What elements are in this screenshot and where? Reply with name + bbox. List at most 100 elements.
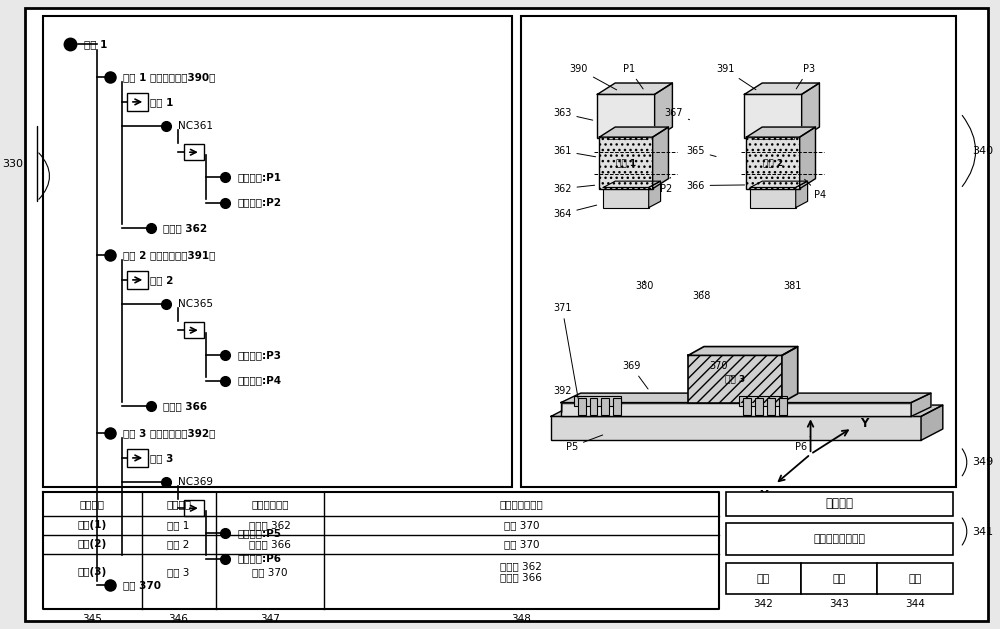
Polygon shape bbox=[800, 127, 815, 189]
Polygon shape bbox=[921, 405, 943, 440]
Text: 390: 390 bbox=[570, 64, 617, 90]
Bar bbox=[744, 94, 802, 138]
Text: 登记: 登记 bbox=[908, 574, 921, 584]
Text: 343: 343 bbox=[829, 599, 849, 610]
Bar bbox=[726, 492, 953, 516]
Bar bbox=[561, 403, 911, 416]
Text: 361: 361 bbox=[553, 146, 596, 157]
Text: 380: 380 bbox=[635, 281, 653, 291]
Bar bbox=[746, 137, 800, 189]
Text: 登记(3): 登记(3) bbox=[78, 567, 107, 577]
Bar bbox=[613, 398, 621, 415]
Text: 删除: 删除 bbox=[757, 574, 770, 584]
Bar bbox=[574, 396, 621, 406]
Text: 362: 362 bbox=[553, 184, 595, 194]
Text: P3: P3 bbox=[796, 64, 815, 89]
Text: 340: 340 bbox=[972, 146, 993, 156]
Text: 手指部 362: 手指部 362 bbox=[163, 223, 207, 233]
Bar bbox=[726, 523, 953, 555]
Polygon shape bbox=[653, 127, 668, 189]
Bar bbox=[754, 137, 794, 139]
Text: 366: 366 bbox=[686, 181, 745, 191]
Text: 330: 330 bbox=[2, 159, 23, 169]
Text: 上游位置:P5: 上游位置:P5 bbox=[237, 528, 281, 538]
Bar bbox=[599, 137, 653, 189]
Bar bbox=[755, 398, 763, 415]
Bar bbox=[801, 563, 877, 594]
Text: 364: 364 bbox=[553, 205, 597, 219]
Polygon shape bbox=[744, 83, 819, 94]
Text: 367: 367 bbox=[665, 108, 690, 120]
Text: X: X bbox=[760, 489, 769, 503]
Polygon shape bbox=[603, 181, 661, 187]
FancyBboxPatch shape bbox=[184, 144, 204, 160]
Polygon shape bbox=[649, 181, 661, 208]
Text: 370: 370 bbox=[709, 361, 733, 377]
Text: P1: P1 bbox=[623, 64, 643, 89]
Bar bbox=[743, 398, 751, 415]
FancyBboxPatch shape bbox=[127, 271, 148, 289]
Text: P4: P4 bbox=[805, 179, 827, 200]
Text: 381: 381 bbox=[783, 281, 801, 291]
Text: 345: 345 bbox=[82, 614, 102, 624]
Polygon shape bbox=[551, 405, 943, 416]
FancyBboxPatch shape bbox=[184, 322, 204, 338]
Text: 导杆 1: 导杆 1 bbox=[167, 520, 190, 530]
Text: NC365: NC365 bbox=[178, 299, 213, 309]
Text: 导杆 1: 导杆 1 bbox=[616, 159, 636, 167]
Text: 登记编号: 登记编号 bbox=[80, 499, 105, 509]
Text: 台架 370: 台架 370 bbox=[123, 580, 161, 590]
Bar bbox=[601, 398, 609, 415]
Polygon shape bbox=[597, 83, 672, 94]
Text: 导杆 3: 导杆 3 bbox=[167, 567, 190, 577]
Polygon shape bbox=[746, 127, 815, 137]
Text: 模拟检查: 模拟检查 bbox=[825, 498, 853, 510]
Text: 登记(1): 登记(1) bbox=[78, 520, 107, 530]
Polygon shape bbox=[796, 181, 808, 208]
Bar bbox=[750, 187, 796, 208]
Bar bbox=[521, 16, 956, 487]
Polygon shape bbox=[688, 347, 798, 355]
Bar bbox=[746, 137, 800, 189]
Text: 导杆 2: 导杆 2 bbox=[167, 539, 190, 549]
Bar bbox=[597, 94, 655, 138]
Text: 手指部 362
手指部 366: 手指部 362 手指部 366 bbox=[500, 561, 542, 582]
Text: 363: 363 bbox=[553, 108, 593, 120]
Bar bbox=[599, 137, 653, 189]
Text: 台架 370: 台架 370 bbox=[504, 539, 539, 549]
Text: 342: 342 bbox=[754, 599, 773, 610]
Bar bbox=[688, 355, 782, 403]
Polygon shape bbox=[750, 181, 808, 187]
Text: NC361: NC361 bbox=[178, 121, 213, 131]
Text: 导杆编号: 导杆编号 bbox=[166, 499, 191, 509]
Bar bbox=[603, 187, 649, 208]
Text: 导杆 2: 导杆 2 bbox=[150, 275, 174, 285]
FancyBboxPatch shape bbox=[184, 501, 204, 516]
Text: 368: 368 bbox=[692, 291, 711, 301]
Text: 手指部 366: 手指部 366 bbox=[163, 401, 207, 411]
Bar bbox=[578, 398, 586, 415]
Text: Z: Z bbox=[806, 398, 815, 411]
Text: 下部位置:P4: 下部位置:P4 bbox=[237, 376, 281, 386]
Polygon shape bbox=[802, 83, 819, 138]
Text: 下部位置:P2: 下部位置:P2 bbox=[237, 198, 281, 208]
Bar bbox=[877, 563, 953, 594]
Text: 导杆 2 的固定部分（391）: 导杆 2 的固定部分（391） bbox=[123, 250, 215, 260]
Bar bbox=[551, 416, 921, 440]
Bar bbox=[607, 137, 647, 139]
Text: 干涉可能性对象: 干涉可能性对象 bbox=[500, 499, 543, 509]
Text: P2: P2 bbox=[660, 177, 672, 194]
Text: 365: 365 bbox=[686, 146, 716, 157]
Bar bbox=[688, 355, 782, 403]
Bar bbox=[726, 563, 801, 594]
Bar bbox=[43, 16, 512, 487]
Text: 导杆 3 的固定部分（392）: 导杆 3 的固定部分（392） bbox=[123, 428, 215, 438]
Text: 登记(2): 登记(2) bbox=[78, 539, 107, 549]
Text: 导杆 2: 导杆 2 bbox=[763, 159, 783, 167]
Polygon shape bbox=[782, 347, 798, 403]
Text: 392: 392 bbox=[553, 386, 572, 413]
Text: 编辑: 编辑 bbox=[833, 574, 846, 584]
Bar bbox=[739, 396, 787, 406]
FancyBboxPatch shape bbox=[127, 449, 148, 467]
Text: 导杆 3: 导杆 3 bbox=[725, 374, 745, 384]
